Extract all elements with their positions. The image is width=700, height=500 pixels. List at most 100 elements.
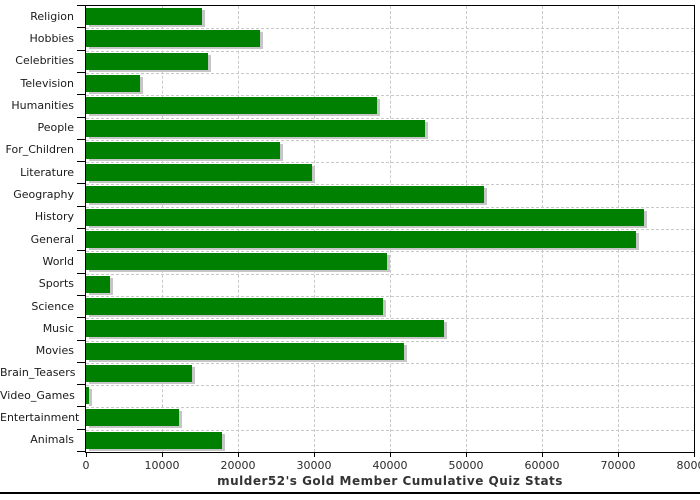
horizontal-gridline bbox=[86, 274, 694, 275]
bar-humanities bbox=[86, 97, 377, 114]
x-tick-mark bbox=[618, 453, 619, 457]
y-tick-mark bbox=[77, 27, 85, 28]
x-tick-mark bbox=[390, 453, 391, 457]
horizontal-gridline bbox=[86, 229, 694, 230]
horizontal-gridline bbox=[86, 341, 694, 342]
bar-people bbox=[86, 120, 425, 137]
bottom-border bbox=[0, 492, 700, 494]
category-label: For_Children bbox=[5, 143, 74, 156]
x-tick-mark bbox=[86, 453, 87, 457]
horizontal-gridline bbox=[86, 385, 694, 386]
horizontal-gridline bbox=[86, 28, 694, 29]
x-tick-mark bbox=[694, 453, 695, 457]
x-tick-label: 40000 bbox=[372, 459, 408, 472]
y-tick-mark bbox=[77, 183, 85, 184]
bar-music bbox=[86, 320, 444, 337]
y-tick-mark bbox=[77, 406, 85, 407]
y-tick-mark bbox=[77, 117, 85, 118]
horizontal-gridline bbox=[86, 95, 694, 96]
x-tick-label: 50000 bbox=[448, 459, 484, 472]
x-tick-label: 10000 bbox=[144, 459, 180, 472]
plot-area bbox=[85, 5, 695, 453]
bar-hobbies bbox=[86, 30, 260, 47]
y-tick-mark bbox=[77, 72, 85, 73]
category-label: Brain_Teasers bbox=[0, 366, 76, 379]
bar-animals bbox=[86, 432, 222, 449]
horizontal-gridline bbox=[86, 296, 694, 297]
x-tick-label: 20000 bbox=[220, 459, 256, 472]
category-label: Animals bbox=[30, 433, 74, 446]
horizontal-gridline bbox=[86, 251, 694, 252]
category-label: Celebrities bbox=[15, 54, 74, 67]
category-label: Science bbox=[31, 300, 74, 313]
horizontal-gridline bbox=[86, 318, 694, 319]
horizontal-gridline bbox=[86, 430, 694, 431]
bar-brain_teasers bbox=[86, 365, 192, 382]
bar-geography bbox=[86, 186, 484, 203]
horizontal-gridline bbox=[86, 162, 694, 163]
y-tick-mark bbox=[77, 5, 85, 6]
y-tick-mark bbox=[77, 139, 85, 140]
bar-sports bbox=[86, 276, 110, 293]
category-label: Entertainment bbox=[0, 411, 80, 424]
category-label: General bbox=[30, 233, 74, 246]
x-tick-label: 70000 bbox=[600, 459, 636, 472]
bar-television bbox=[86, 75, 140, 92]
category-label: Humanities bbox=[11, 99, 74, 112]
category-label: Religion bbox=[30, 10, 74, 23]
bar-video_games bbox=[86, 387, 89, 404]
category-label: Literature bbox=[20, 166, 74, 179]
x-tick-label: 80000 bbox=[676, 459, 700, 472]
category-label: World bbox=[42, 255, 74, 268]
y-tick-mark bbox=[77, 340, 85, 341]
y-tick-mark bbox=[77, 161, 85, 162]
bar-general bbox=[86, 231, 636, 248]
category-label: Hobbies bbox=[29, 32, 74, 45]
chart-title: mulder52's Gold Member Cumulative Quiz S… bbox=[217, 474, 563, 488]
category-label: Movies bbox=[35, 344, 74, 357]
horizontal-gridline bbox=[86, 207, 694, 208]
bar-religion bbox=[86, 8, 202, 25]
bar-history bbox=[86, 209, 644, 226]
x-tick-mark bbox=[162, 453, 163, 457]
x-tick-label: 0 bbox=[82, 459, 90, 472]
category-label: Music bbox=[42, 322, 74, 335]
bar-science bbox=[86, 298, 383, 315]
category-label: Sports bbox=[38, 277, 74, 290]
y-tick-mark bbox=[77, 362, 85, 363]
horizontal-gridline bbox=[86, 51, 694, 52]
horizontal-gridline bbox=[86, 184, 694, 185]
category-label: Television bbox=[20, 77, 75, 90]
horizontal-gridline bbox=[86, 363, 694, 364]
y-tick-mark bbox=[77, 250, 85, 251]
horizontal-gridline bbox=[86, 73, 694, 74]
x-tick-mark bbox=[314, 453, 315, 457]
y-tick-mark bbox=[77, 384, 85, 385]
y-tick-mark bbox=[77, 228, 85, 229]
y-tick-mark bbox=[77, 206, 85, 207]
bar-movies bbox=[86, 343, 404, 360]
x-tick-label: 60000 bbox=[524, 459, 560, 472]
category-label: People bbox=[37, 121, 74, 134]
category-label: History bbox=[34, 210, 74, 223]
y-tick-mark bbox=[77, 317, 85, 318]
y-tick-mark bbox=[77, 273, 85, 274]
y-tick-mark bbox=[77, 94, 85, 95]
x-tick-mark bbox=[542, 453, 543, 457]
x-tick-label: 30000 bbox=[296, 459, 332, 472]
x-tick-mark bbox=[238, 453, 239, 457]
y-tick-mark bbox=[77, 429, 85, 430]
y-tick-mark bbox=[77, 50, 85, 51]
x-tick-mark bbox=[466, 453, 467, 457]
bar-for_children bbox=[86, 142, 280, 159]
bar-entertainment bbox=[86, 409, 179, 426]
bar-world bbox=[86, 253, 387, 270]
y-tick-mark bbox=[77, 295, 85, 296]
y-tick-mark bbox=[77, 451, 85, 452]
horizontal-gridline bbox=[86, 407, 694, 408]
bar-celebrities bbox=[86, 53, 208, 70]
category-label: Geography bbox=[13, 188, 74, 201]
horizontal-gridline bbox=[86, 118, 694, 119]
horizontal-gridline bbox=[86, 140, 694, 141]
